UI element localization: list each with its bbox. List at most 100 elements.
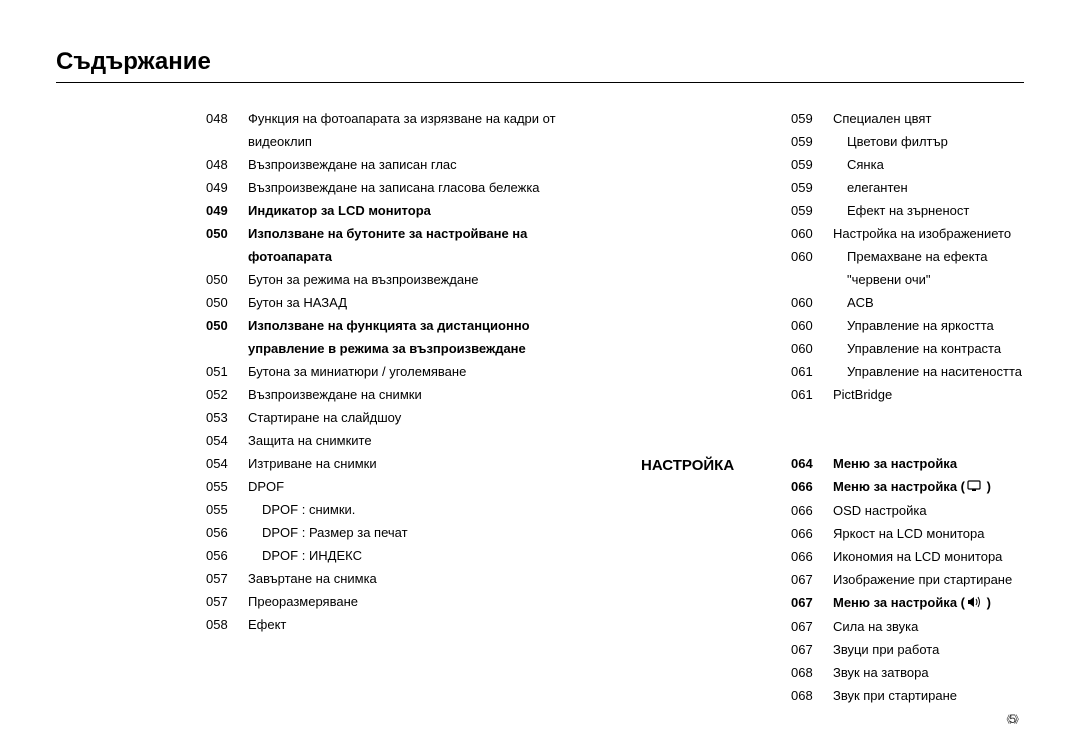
toc-page-num: 050 (206, 314, 248, 337)
toc-row: 052Възпроизвеждане на снимки (206, 383, 599, 406)
spacer (791, 429, 1024, 452)
toc-row: 060ACB (791, 291, 1024, 314)
toc-page-num: 066 (791, 475, 833, 498)
toc-row: 064Меню за настройка (791, 452, 1024, 475)
toc-entry-text: Индикатор за LCD монитора (248, 199, 599, 222)
toc-page-num: 067 (791, 638, 833, 661)
toc-entry-text: Функция на фотоапарата за изрязване на к… (248, 107, 599, 153)
toc-page-num: 057 (206, 590, 248, 613)
toc-page-num: 048 (206, 153, 248, 176)
toc-row: 059Ефект на зърненост (791, 199, 1024, 222)
toc-entry-text: Възпроизвеждане на снимки (248, 383, 599, 406)
toc-row: 060Управление на яркостта (791, 314, 1024, 337)
toc-entry-text: Ефект (248, 613, 599, 636)
toc-page-num: 055 (206, 475, 248, 498)
toc-page-num: 066 (791, 522, 833, 545)
toc-page-num: 060 (791, 291, 833, 314)
toc-entry-text: Сянка (833, 153, 1024, 176)
toc-row: 061PictBridge (791, 383, 1024, 406)
toc-entry-text: Премахване на ефекта "червени очи" (833, 245, 1024, 291)
toc-page-num: 066 (791, 545, 833, 568)
toc-page-num: 067 (791, 568, 833, 591)
toc-entry-text: Възпроизвеждане на записан глас (248, 153, 599, 176)
toc-entry-text: Използване на функцията за дистанционно … (248, 314, 599, 360)
toc-page-num: 059 (791, 153, 833, 176)
toc-row: 068Звук при стартиране (791, 684, 1024, 707)
toc-entry-text: Използване на бутоните за настройване на… (248, 222, 599, 268)
toc-row: 055DPOF : снимки. (206, 498, 599, 521)
toc-page-num: 060 (791, 337, 833, 360)
toc-entry-text: елегантен (833, 176, 1024, 199)
toc-entry-text: Изображение при стартиране (833, 568, 1024, 591)
toc-row: 066Меню за настройка ( ) (791, 475, 1024, 499)
toc-row: 048Функция на фотоапарата за изрязване н… (206, 107, 599, 153)
toc-row: 050Използване на бутоните за настройване… (206, 222, 599, 268)
toc-entry-text: Управление на яркостта (833, 314, 1024, 337)
toc-page-num: 056 (206, 544, 248, 567)
toc-entry-text: Бутон за режима на възпроизвеждане (248, 268, 599, 291)
toc-page-num: 068 (791, 684, 833, 707)
toc-row: 059Цветови филтър (791, 130, 1024, 153)
toc-page-num: 050 (206, 291, 248, 314)
toc-row: 060Управление на контраста (791, 337, 1024, 360)
toc-entry-text: Звуци при работа (833, 638, 1024, 661)
toc-page-num: 052 (206, 383, 248, 406)
toc-entry-text: Управление на контраста (833, 337, 1024, 360)
toc-page-num: 054 (206, 452, 248, 475)
toc-entry-text: Завъртане на снимка (248, 567, 599, 590)
toc-page-num: 057 (206, 567, 248, 590)
toc-entry-text: PictBridge (833, 383, 1024, 406)
page-number: 5 (1001, 711, 1024, 726)
toc-entry-text: Възпроизвеждане на записана гласова беле… (248, 176, 599, 199)
toc-page-num: 059 (791, 107, 833, 130)
toc-page-num: 049 (206, 199, 248, 222)
toc-row: 057Преоразмеряване (206, 590, 599, 613)
toc-entry-text: DPOF : ИНДЕКС (248, 544, 599, 567)
toc-row: 050Бутон за НАЗАД (206, 291, 599, 314)
toc-entry-text: Меню за настройка ( ) (833, 475, 1024, 499)
toc-entry-text: Ефект на зърненост (833, 199, 1024, 222)
toc-entry-text: Икономия на LCD монитора (833, 545, 1024, 568)
toc-entry-text: Меню за настройка (833, 452, 1024, 475)
toc-entry-text: Преоразмеряване (248, 590, 599, 613)
toc-row: 050Бутон за режима на възпроизвеждане (206, 268, 599, 291)
toc-entry-text: DPOF (248, 475, 599, 498)
toc-page-num: 059 (791, 176, 833, 199)
toc-page-num: 058 (206, 613, 248, 636)
toc-row: 068Звук на затвора (791, 661, 1024, 684)
toc-row: 056DPOF : Размер за печат (206, 521, 599, 544)
toc-row: 056DPOF : ИНДЕКС (206, 544, 599, 567)
toc-column-right: НАСТРОЙКА 059Специален цвят059Цветови фи… (631, 107, 1024, 707)
toc-entry-text: Настройка на изображението (833, 222, 1024, 245)
toc-entry-text: Меню за настройка ( ) (833, 591, 1024, 615)
toc-row: 066Икономия на LCD монитора (791, 545, 1024, 568)
toc-page-num: 060 (791, 245, 833, 268)
toc-row: 054Изтриване на снимки (206, 452, 599, 475)
toc-row: 054Защита на снимките (206, 429, 599, 452)
toc-entry-text: Сила на звука (833, 615, 1024, 638)
toc-entry-text: Управление на наситеността (833, 360, 1024, 383)
toc-row: 059Сянка (791, 153, 1024, 176)
toc-entry-text: Защита на снимките (248, 429, 599, 452)
toc-page-num: 059 (791, 199, 833, 222)
toc-entry-text: DPOF : Размер за печат (248, 521, 599, 544)
section-label: НАСТРОЙКА (631, 107, 791, 707)
toc-row: 059Специален цвят (791, 107, 1024, 130)
toc-entry-text: Звук на затвора (833, 661, 1024, 684)
toc-page-num: 061 (791, 383, 833, 406)
toc-row: 067Сила на звука (791, 615, 1024, 638)
toc-page-num: 066 (791, 499, 833, 522)
toc-page-num: 060 (791, 314, 833, 337)
toc-row: 058Ефект (206, 613, 599, 636)
toc-row: 050Използване на функцията за дистанцион… (206, 314, 599, 360)
toc-entry-text: Звук при стартиране (833, 684, 1024, 707)
toc-page-num: 053 (206, 406, 248, 429)
toc-row: 067Меню за настройка ( ) (791, 591, 1024, 615)
toc-page-num: 067 (791, 591, 833, 614)
toc-page-num: 068 (791, 661, 833, 684)
toc-row: 051Бутона за миниатюри / уголемяване (206, 360, 599, 383)
toc-page-num: 050 (206, 222, 248, 245)
toc-entry-text: Яркост на LCD монитора (833, 522, 1024, 545)
toc-row: 067Звуци при работа (791, 638, 1024, 661)
toc-row: 053Стартиране на слайдшоу (206, 406, 599, 429)
